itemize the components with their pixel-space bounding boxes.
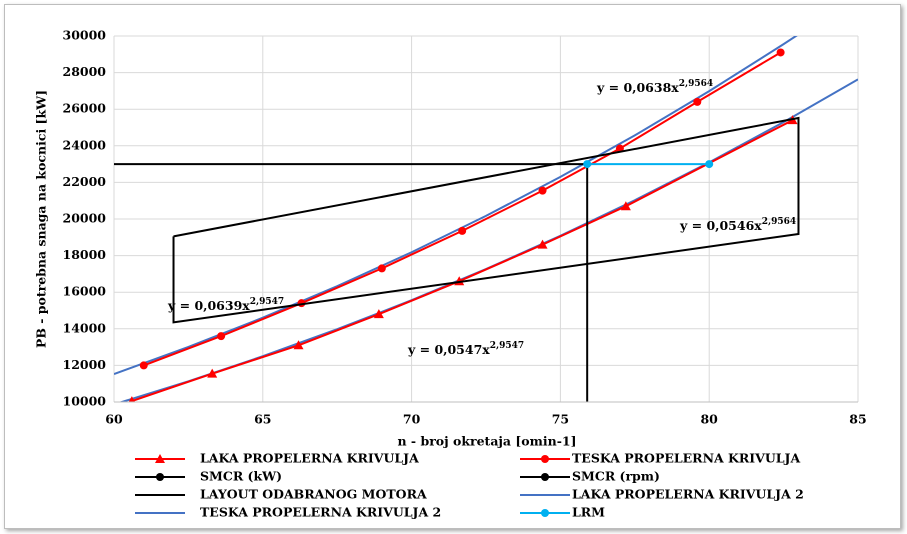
marker (705, 160, 714, 169)
y-tick-label: 14000 (63, 320, 107, 335)
y-tick-label: 28000 (63, 64, 107, 79)
marker (139, 361, 148, 370)
annotation: y = 0,0638x2,9564 (596, 79, 713, 95)
x-tick-label: 70 (403, 412, 421, 427)
marker (583, 160, 592, 169)
annotation-exponent: 2,9547 (250, 297, 284, 307)
marker (458, 226, 467, 235)
x-tick-label: 60 (105, 412, 123, 427)
y-tick-label: 10000 (63, 394, 107, 409)
annotation: y = 0,0546x2,9564 (679, 217, 796, 233)
x-tick-label: 80 (700, 412, 718, 427)
y-axis-label: PB - potrebna snaga na kocnici [kW] (34, 90, 49, 348)
marker (541, 509, 549, 517)
annotation-text: y = 0,0546x (679, 218, 762, 233)
y-tick-label: 18000 (63, 247, 107, 262)
marker (537, 239, 548, 249)
legend-label: SMCR (kW) (200, 469, 282, 484)
chart-frame (4, 4, 901, 529)
series-line (114, 36, 798, 375)
annotation-exponent: 2,9564 (762, 217, 796, 227)
marker (373, 309, 384, 319)
y-tick-label: 20000 (63, 211, 107, 226)
annotation-exponent: 2,9564 (679, 79, 713, 89)
plot-area (114, 36, 858, 402)
marker (156, 473, 164, 481)
marker (541, 473, 549, 481)
x-axis-label: n - broj okretaja [omin-1] (397, 434, 576, 449)
y-tick-label: 26000 (63, 101, 107, 116)
annotation-exponent: 2,9547 (490, 341, 524, 351)
marker (538, 186, 547, 195)
y-tick-label: 16000 (63, 284, 107, 299)
marker (207, 368, 218, 378)
series-line (172, 116, 800, 324)
x-tick-label: 75 (552, 412, 569, 427)
legend-label: TESKA PROPELERNA KRIVULJA 2 (200, 505, 441, 520)
marker (377, 264, 386, 273)
annotation-text: y = 0,0638x (596, 80, 679, 95)
y-tick-label: 24000 (63, 137, 107, 152)
marker (155, 454, 165, 463)
y-tick-label: 30000 (63, 28, 107, 43)
y-tick-label: 12000 (63, 357, 107, 372)
series-line (131, 119, 793, 402)
series-line (143, 51, 782, 367)
x-tick-label: 85 (849, 412, 866, 427)
y-tick-label: 22000 (63, 174, 107, 189)
marker (776, 48, 785, 57)
annotation: y = 0,0547x2,9547 (407, 341, 524, 357)
marker (620, 201, 631, 211)
legend-label: TESKA PROPELERNA KRIVULJA (572, 451, 800, 466)
marker (128, 396, 136, 402)
legend-label: LRM (572, 505, 605, 520)
marker (293, 340, 304, 350)
marker (541, 455, 549, 463)
legend-label: LAKA PROPELERNA KRIVULJA (200, 451, 419, 466)
annotation: y = 0,0639x2,9547 (167, 297, 284, 313)
annotation-text: y = 0,0639x (167, 298, 250, 313)
marker (217, 332, 226, 341)
annotation-text: y = 0,0547x (407, 342, 490, 357)
x-tick-label: 65 (254, 412, 271, 427)
marker (693, 97, 702, 106)
legend-label: SMCR (rpm) (572, 469, 660, 484)
legend-label: LAKA PROPELERNA KRIVULJA 2 (572, 487, 804, 502)
legend-label: LAYOUT ODABRANOG MOTORA (200, 487, 427, 502)
